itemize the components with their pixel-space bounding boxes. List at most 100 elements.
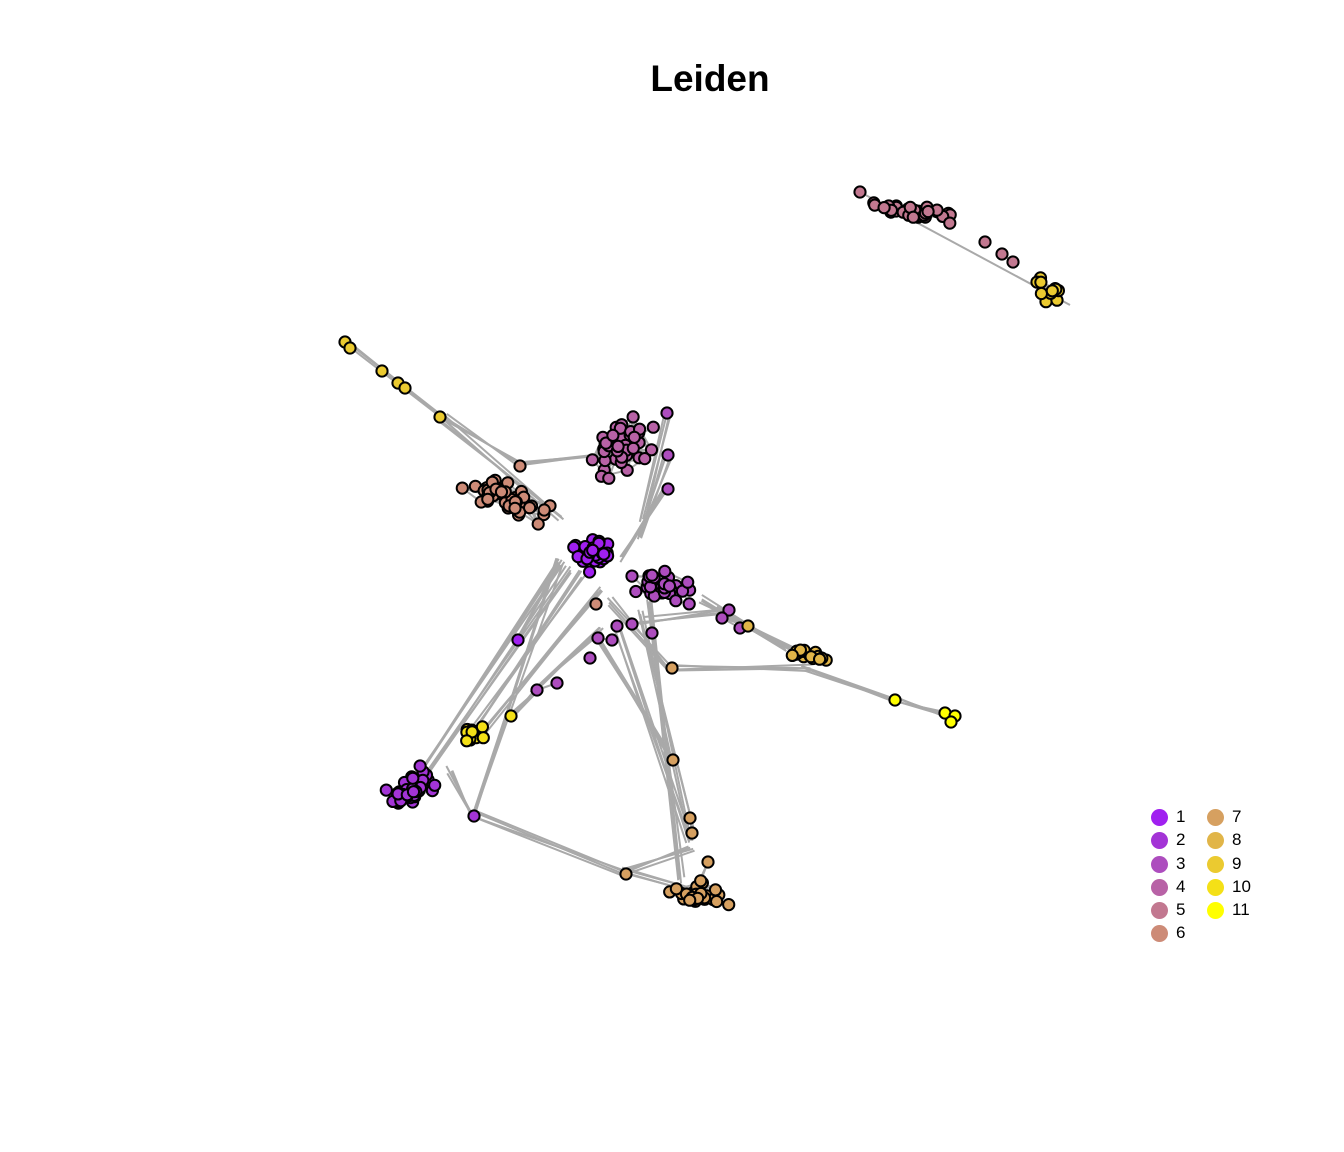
legend-label-3: 3	[1176, 853, 1186, 873]
graph-node-cluster-3	[625, 617, 639, 631]
graph-node-cluster-4	[606, 428, 620, 442]
graph-edge	[646, 599, 686, 878]
graph-edge	[420, 569, 572, 785]
graph-node-cluster-9	[398, 381, 412, 395]
legend-swatch-2	[1151, 832, 1168, 850]
graph-edge	[406, 559, 563, 793]
graph-edge	[473, 815, 625, 872]
legend-item-7: 7	[1204, 806, 1264, 829]
graph-node-cluster-3	[610, 619, 624, 633]
graph-node-cluster-6	[481, 492, 495, 506]
graph-edge	[416, 565, 572, 786]
graph-edge	[612, 623, 688, 844]
legend-swatch-4	[1151, 878, 1168, 896]
graph-edge	[621, 485, 666, 558]
graph-edge	[477, 589, 602, 737]
graph-node-cluster-9	[375, 364, 389, 378]
legend-label-1: 1	[1176, 807, 1186, 826]
legend-item-6: 6	[1148, 922, 1208, 945]
legend-swatch-3	[1151, 855, 1168, 873]
legend-item-10: 10	[1204, 876, 1264, 899]
graph-node-cluster-1	[583, 565, 597, 579]
graph-node-cluster-3	[682, 597, 696, 611]
graph-edge	[672, 663, 813, 671]
node-layer	[338, 185, 1066, 912]
legend-column-left: 1 2 3 4 5 6	[1148, 806, 1208, 946]
graph-node-cluster-1	[511, 633, 525, 647]
graph-node-cluster-5	[1006, 255, 1020, 269]
graph-node-cluster-3	[669, 594, 683, 608]
graph-node-cluster-7	[665, 661, 679, 675]
graph-node-cluster-6	[513, 459, 527, 473]
graph-edge	[529, 631, 603, 693]
graph-node-cluster-7	[619, 867, 633, 881]
graph-node-cluster-4	[611, 439, 625, 453]
legend-column-right: 7 8 9 10 11	[1204, 806, 1264, 922]
edge-layer	[341, 191, 1071, 906]
graph-edge	[439, 414, 524, 466]
legend-swatch-9	[1207, 855, 1224, 873]
graph-node-cluster-5	[943, 216, 957, 230]
graph-node-cluster-3	[681, 575, 695, 589]
graph-node-cluster-3	[715, 611, 729, 625]
legend-item-5: 5	[1148, 899, 1208, 922]
graph-node-cluster-7	[708, 883, 723, 897]
graph-node-cluster-2	[379, 783, 393, 797]
legend-swatch-6	[1151, 925, 1168, 943]
graph-node-cluster-7	[701, 855, 715, 869]
graph-node-cluster-10	[504, 709, 518, 723]
graph-node-cluster-5	[906, 210, 920, 224]
legend-label-5: 5	[1176, 900, 1186, 920]
graph-node-cluster-5	[853, 185, 867, 199]
graph-node-cluster-9	[433, 410, 447, 424]
graph-node-cluster-11	[944, 715, 958, 729]
graph-node-cluster-8	[741, 619, 755, 633]
legend-label-10: 10	[1232, 876, 1251, 896]
graph-edge	[676, 667, 810, 672]
graph-node-cluster-9	[1034, 286, 1049, 301]
legend-label-6: 6	[1176, 923, 1186, 943]
graph-node-cluster-7	[710, 894, 724, 909]
legend-label-7: 7	[1232, 807, 1242, 826]
graph-edge	[621, 847, 694, 871]
graph-node-cluster-6	[455, 481, 469, 495]
legend-label-4: 4	[1176, 876, 1186, 896]
legend-swatch-7	[1207, 809, 1224, 826]
legend-label-2: 2	[1176, 830, 1186, 850]
graph-node-cluster-3	[629, 584, 643, 599]
graph-node-cluster-3	[661, 448, 675, 462]
graph-node-cluster-7	[669, 882, 684, 896]
graph-node-cluster-3	[661, 482, 675, 496]
graph-node-cluster-3	[662, 579, 677, 593]
graph-node-cluster-8	[813, 652, 827, 666]
legend-item-8: 8	[1204, 829, 1264, 852]
graph-edge	[671, 664, 811, 673]
graph-node-cluster-4	[585, 453, 600, 467]
legend-item-4: 4	[1148, 876, 1208, 899]
graph-node-cluster-11	[888, 693, 902, 707]
graph-edge	[619, 485, 668, 563]
graph-edge	[804, 669, 895, 702]
graph-node-cluster-2	[428, 778, 442, 792]
graph-node-cluster-9	[343, 341, 357, 355]
legend-label-11: 11	[1232, 900, 1250, 920]
legend-swatch-5	[1151, 902, 1168, 920]
graph-node-cluster-4	[644, 443, 659, 457]
graph-edge	[611, 596, 673, 674]
graph-node-cluster-3	[583, 651, 597, 665]
graph-node-cluster-4	[638, 452, 652, 466]
graph-node-cluster-2	[406, 771, 420, 785]
graph-node-cluster-7	[666, 753, 680, 767]
graph-node-cluster-3	[722, 603, 736, 617]
graph-node-cluster-9	[1045, 284, 1059, 298]
chart-title: Leiden	[650, 58, 770, 99]
graph-node-cluster-2	[406, 785, 421, 799]
graph-node-cluster-4	[602, 471, 616, 485]
graph-node-cluster-3	[645, 568, 659, 582]
graph-node-cluster-10	[460, 734, 474, 748]
graph-node-cluster-3	[645, 626, 659, 640]
graph-node-cluster-7	[685, 826, 699, 840]
legend-swatch-10	[1207, 878, 1224, 896]
graph-node-cluster-6	[589, 597, 603, 611]
